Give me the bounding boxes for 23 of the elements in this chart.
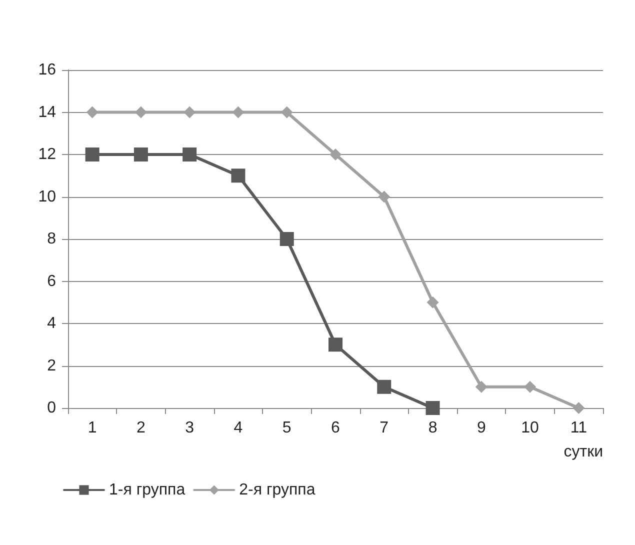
y-tick-label: 2 <box>47 357 56 374</box>
x-tick-label: 5 <box>282 420 292 436</box>
y-tick-label: 12 <box>38 146 56 163</box>
x-tick-label: 9 <box>476 420 486 436</box>
legend-label: 2-я группа <box>239 482 316 498</box>
x-tick-label: 8 <box>428 420 438 436</box>
legend-label: 1-я группа <box>109 482 186 498</box>
y-tick-label: 14 <box>38 104 56 121</box>
x-tick-label: 7 <box>380 420 389 436</box>
x-tick-label: 1 <box>88 420 97 436</box>
x-axis-title: сутки <box>564 444 603 460</box>
y-tick-label: 4 <box>47 315 56 332</box>
x-tick-label: 11 <box>570 420 588 436</box>
x-tick-label: 4 <box>234 420 243 436</box>
x-tick-label: 6 <box>331 420 340 436</box>
y-tick-label: 8 <box>47 230 56 248</box>
x-tick-label: 3 <box>185 420 194 436</box>
y-tick-label: 10 <box>38 188 56 206</box>
y-tick-label: 6 <box>47 272 56 290</box>
y-tick-label: 16 <box>38 62 56 78</box>
x-tick-label: 10 <box>521 420 540 436</box>
y-tick-label: 0 <box>47 400 56 416</box>
x-tick-label: 2 <box>136 420 146 436</box>
